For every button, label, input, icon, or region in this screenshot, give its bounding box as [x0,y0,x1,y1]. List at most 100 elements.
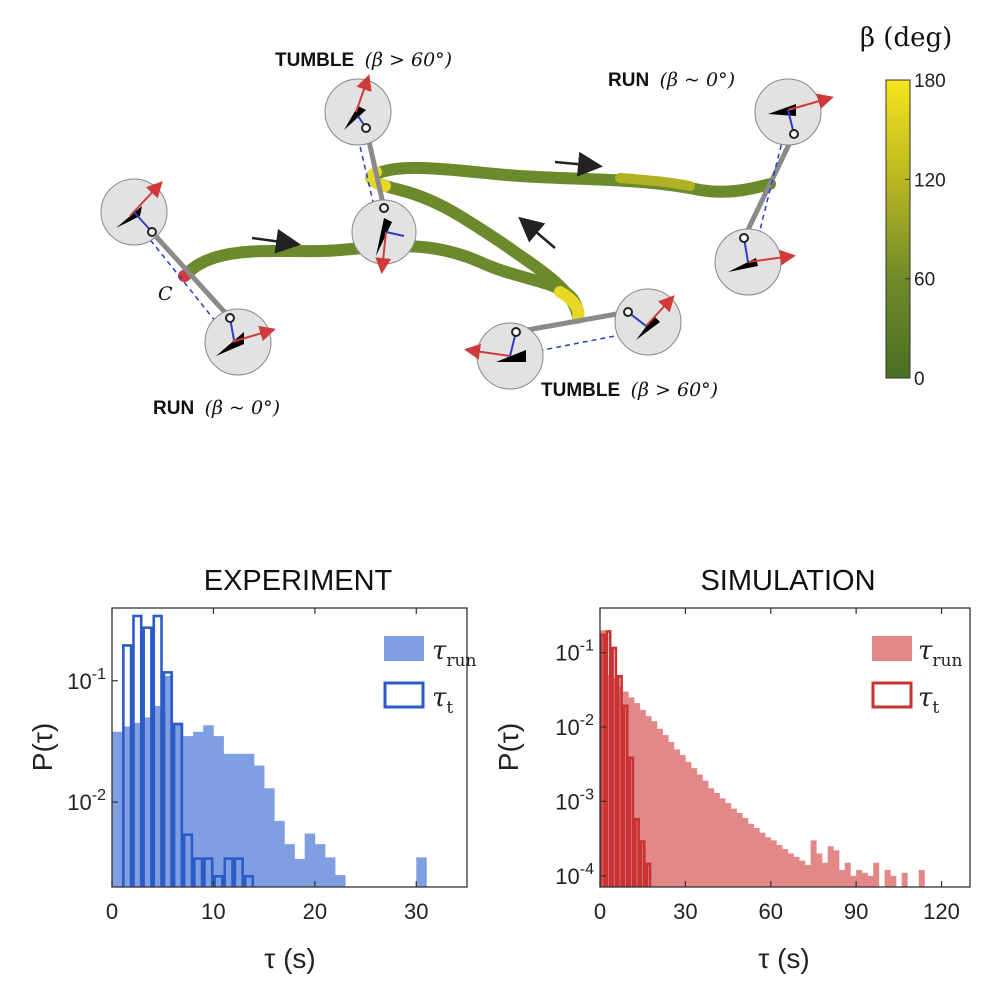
panel-title-simulation: SIMULATION [700,565,875,597]
experiment-bar-tumble [233,857,244,887]
simulation-bar-run [793,856,800,887]
ylabel-simulation: P(τ) [493,723,524,771]
direction-arrow-3 [518,216,556,249]
plot-frame-experiment [111,607,468,888]
simulation-bar-run [622,691,629,887]
simulation-bar-run [639,709,646,887]
colorbar-tick-label: 60 [914,270,935,291]
panel-title-experiment: EXPERIMENT [204,565,393,597]
experiment-bar-run [112,731,123,887]
legend-label-run: τrun [918,636,962,671]
simulation-bar-run [890,875,897,887]
experiment-bar-run [122,726,133,887]
simulation-bar-run [759,832,766,887]
colorbar: β (deg) 0 60 120 180 [860,23,952,390]
plot-frame-simulation [599,607,971,888]
simulation-bar-run [850,875,857,887]
xlabel-experiment: τ (s) [264,943,316,974]
simulation-bar-run [600,630,606,887]
xlabel-simulation: τ (s) [758,943,810,974]
experiment-bar-run [284,844,295,887]
simulation-bar-run [861,872,868,887]
experiment-bar-tumble [203,857,214,887]
simulation-bar-run [833,850,840,887]
simulation-bar-run [822,862,828,887]
experiment-bar-tumble [132,614,143,887]
experiment-bar-run [243,753,255,887]
simulation-bar-run [776,844,783,887]
simulation-bar-run [804,864,811,887]
simulation-xtick-label: 120 [923,899,960,924]
simulation-bar-tumble [622,704,629,887]
simulation-bar-run [725,803,732,887]
experiment-xtick-label: 30 [404,899,428,924]
robot-pair-bottom [464,288,682,390]
simulation-bar-run [674,749,680,887]
legend-swatch-run [872,636,912,661]
experiment-bar-run [162,675,174,887]
simulation-bar-run [702,780,709,887]
simulation-bar-run [742,817,749,887]
simulation-bar-run [867,875,874,887]
trajectory-yellow-bottom [554,286,585,324]
experiment-bar-run [264,788,275,887]
experiment-bar-tumble [142,626,153,887]
simulation-bar-run [884,869,891,887]
legend-experiment: τrun τt [383,636,476,718]
legend-simulation: τrun τt [871,636,962,718]
experiment-bar-tumble [152,614,163,887]
simulation-bar-run [679,755,686,887]
label-run-right: RUN (β ~ 0°) [608,69,735,91]
legend-swatch-run [384,636,424,661]
simulation-bar-tumble [645,862,652,887]
simulation-ytick-label: 10-3 [555,786,594,814]
simulation-bar-run [662,735,669,887]
experiment-xtick-label: 10 [201,899,225,924]
experiment-bar-tumble [172,722,184,887]
simulation-bar-run [656,728,663,887]
colorbar-bar [885,79,911,379]
experiment-xtick-label: 0 [106,899,118,924]
experiment-xtick-label: 20 [303,899,327,924]
simulation-bar-run [901,872,908,887]
experiment-bar-run [142,717,153,887]
experiment-bar-run [335,875,346,887]
simulation-bar-tumble [605,630,612,887]
experiment-bar-tumble [182,833,194,887]
simulation-bar-run [628,697,635,887]
simulation-bar-run [816,853,823,887]
experiment-bar-run [132,722,143,887]
axis-ticks-experiment: 0 10 20 30 10-1 10-2 [67,608,429,924]
label-tumble-bottom: TUMBLE (β > 60°) [541,379,718,401]
simulation-bar-tumble [611,646,618,887]
robot-pair-left [100,178,276,376]
simulation-bar-run [708,788,715,887]
simulation-bar-tumble [634,817,640,887]
simulation-xtick-label: 90 [844,899,868,924]
experiment-bar-tumble [162,671,173,887]
experiment-bar-run [203,725,214,887]
simulation-bar-run [770,840,777,887]
colorbar-tick-label: 0 [914,369,925,390]
simulation-ytick-label: 10-4 [555,861,594,889]
simulation-bar-run [691,768,698,887]
legend-swatch-tumble [383,681,425,709]
experiment-bar-run [294,858,306,887]
simulation-bar-run [748,823,754,887]
simulation-bar-run [753,827,760,887]
simulation-bar-run [605,675,612,887]
simulation-bar-run [782,848,789,887]
simulation-bar-run [787,853,794,887]
experiment-bar-run [183,736,194,887]
simulation-bar-run [668,741,675,887]
simulation-bar-run [873,862,880,887]
colorbar-ticks: 0 60 120 180 [905,71,946,390]
histogram-bars-experiment [112,614,427,887]
panel-experiment: EXPERIMENT 0 10 20 30 10-1 10-2 P(τ) τ (s) τr… [27,565,476,974]
simulation-bar-run [736,812,743,887]
experiment-ytick-label: 10-2 [67,787,106,815]
colorbar-title: β (deg) [860,23,952,53]
histogram-bars-simulation [600,630,925,887]
simulation-bar-run [634,703,641,887]
simulation-bar-tumble [639,840,646,887]
